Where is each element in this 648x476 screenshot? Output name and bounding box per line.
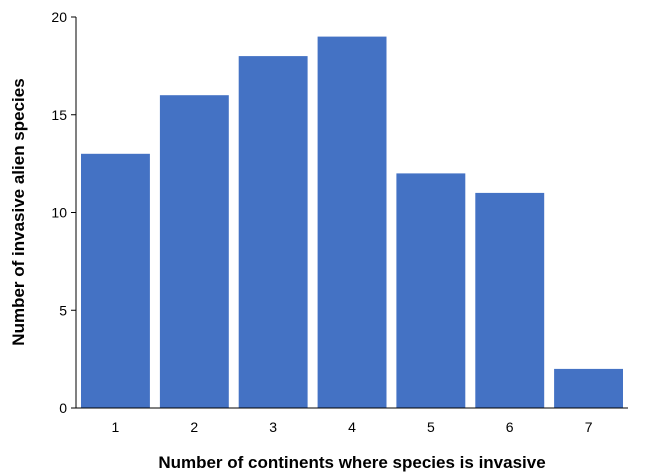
x-tick-label-7: 7: [585, 419, 593, 435]
x-tick-label-2: 2: [190, 419, 198, 435]
bar-1: [81, 153, 150, 408]
x-ticks-group: 1 2 3 4 5 6 7: [112, 419, 593, 435]
y-tick-label-5: 5: [59, 302, 67, 318]
y-ticks-group: 0 5 10 15 20: [51, 9, 76, 416]
x-tick-label-3: 3: [269, 419, 277, 435]
x-tick-label-1: 1: [112, 419, 120, 435]
bar-3: [238, 56, 308, 408]
x-axis-title: Number of continents where species is in…: [158, 453, 545, 472]
y-tick-label-10: 10: [51, 205, 67, 221]
bar-2: [159, 95, 229, 408]
x-tick-label-6: 6: [506, 419, 514, 435]
y-tick-label-15: 15: [51, 107, 67, 123]
y-tick-label-20: 20: [51, 9, 67, 25]
x-tick-label-4: 4: [348, 419, 356, 435]
bar-6: [475, 192, 545, 408]
y-tick-label-0: 0: [59, 400, 67, 416]
bar-5: [396, 173, 466, 408]
x-tick-label-5: 5: [427, 419, 435, 435]
bar-4: [317, 36, 387, 408]
y-axis-title: Number of invasive alien species: [9, 78, 28, 345]
bar-7: [554, 368, 623, 408]
bars-group: [81, 36, 623, 408]
